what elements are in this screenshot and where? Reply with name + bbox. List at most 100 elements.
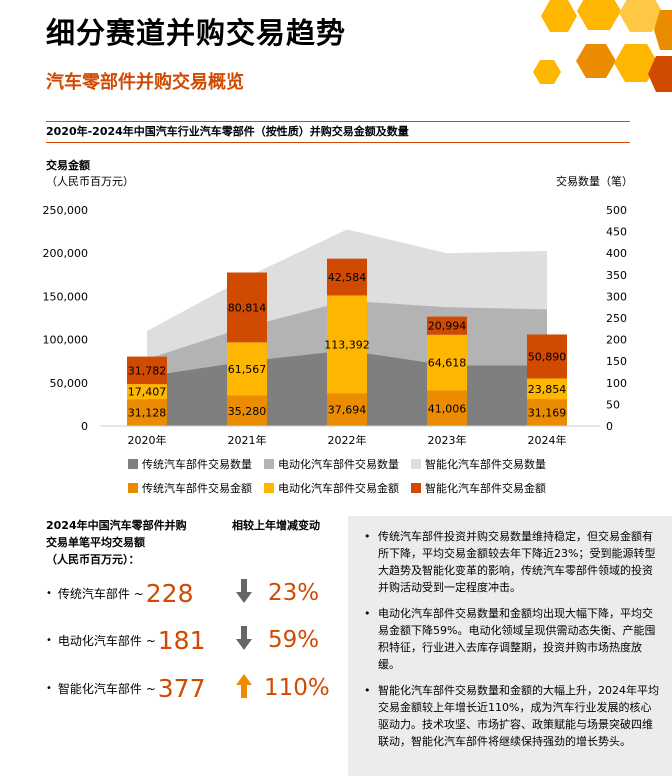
x-tick-label: 2021年 <box>228 433 267 447</box>
bar-data-label: 64,618 <box>428 357 467 370</box>
y-left-tick: 100,000 <box>43 334 89 347</box>
bar-segment <box>227 342 267 396</box>
bar-data-label: 20,994 <box>428 320 467 333</box>
chart-legend: 传统汽车部件交易数量 电动化汽车部件交易数量 智能化汽车部件交易数量 传统汽车部… <box>128 456 568 496</box>
y-left-tick: 150,000 <box>43 290 89 303</box>
averages-heading-line: 2024年中国汽车零部件并购 <box>46 519 187 532</box>
legend-swatch <box>411 459 421 469</box>
legend-trad-count: 传统汽车部件交易数量 <box>128 456 252 472</box>
hexagon-shape <box>576 44 616 78</box>
avg-row-smart: • 智能化汽车部件 ~ 377 110% <box>46 673 330 703</box>
y-left-tick: 200,000 <box>43 247 89 260</box>
legend-swatch <box>128 483 138 493</box>
legend-ev-count: 电动化汽车部件交易数量 <box>264 456 399 472</box>
bar-data-label: 42,584 <box>328 271 367 284</box>
avg-value: 377 <box>157 673 206 703</box>
y-left-tick: 50,000 <box>50 377 89 390</box>
legend-label: 智能化汽车部件交易金额 <box>425 482 546 495</box>
legend-ev-amount: 电动化汽车部件交易金额 <box>264 480 399 496</box>
legend-label: 电动化汽车部件交易金额 <box>278 482 399 495</box>
legend-swatch <box>264 459 274 469</box>
hexagon-decoration <box>533 0 672 92</box>
legend-swatch <box>411 483 421 493</box>
change-heading: 相较上年增减变动 <box>232 519 320 532</box>
page-title: 细分赛道并购交易趋势 <box>46 16 347 50</box>
legend-swatch <box>128 459 138 469</box>
bar-segment <box>427 334 467 391</box>
bar-segment <box>327 258 367 296</box>
bar-data-label: 41,006 <box>428 402 467 415</box>
bar-data-label: 17,407 <box>128 386 167 399</box>
hexagon-shape <box>541 0 577 32</box>
up-arrow-icon <box>236 674 252 702</box>
y-left-tick: 0 <box>81 420 88 433</box>
bar-data-label: 23,854 <box>528 383 567 396</box>
bar-segment <box>527 378 567 400</box>
note-item: 电动化汽车部件交易数量和金额均出现大幅下降，平均交易金额下降59%。电动化领域呈… <box>364 605 662 673</box>
y-right-tick: 350 <box>606 269 627 282</box>
y-right-tick: 500 <box>606 204 627 217</box>
avg-label: 智能化汽车部件 ~ <box>57 681 156 696</box>
bar-segment <box>527 399 567 426</box>
hexagon-shape <box>614 44 658 82</box>
legend-trad-amount: 传统汽车部件交易金额 <box>128 480 252 496</box>
x-tick-label: 2022年 <box>328 433 367 447</box>
avg-label: 传统汽车部件 ~ <box>57 586 144 601</box>
y-right-tick: 300 <box>606 290 627 303</box>
bar-segment <box>427 390 467 426</box>
bar-segment <box>527 334 567 379</box>
bar-segment <box>427 316 467 335</box>
averages-heading: 2024年中国汽车零部件并购 交易单笔平均交易额 （人民币百万元）： <box>46 517 216 568</box>
legend-smart-count: 智能化汽车部件交易数量 <box>411 456 546 472</box>
bar-data-label: 80,814 <box>228 301 267 314</box>
bar-data-label: 31,782 <box>128 364 167 377</box>
page-subtitle: 汽车零部件并购交易概览 <box>46 72 244 93</box>
legend-swatch <box>264 483 274 493</box>
stacked-bar-chart: 31,128 17,407 31,782 2020年 35,280 61,567 80,81… <box>43 204 628 447</box>
bar-segment <box>127 399 167 426</box>
bar-segment <box>127 384 167 400</box>
averages-list: • 传统汽车部件 ~ 228 23% • 电动化汽车部件 ~ 181 59% •… <box>46 570 346 712</box>
avg-value: 181 <box>157 625 206 655</box>
bar-data-label: 35,280 <box>228 405 267 418</box>
note-item: 智能化汽车部件交易数量和金额的大幅上升，2024年平均交易金额较上年增长近110… <box>364 682 662 750</box>
y-right-tick: 50 <box>606 398 620 411</box>
avg-change: 110% <box>264 675 330 701</box>
x-tick-label: 2024年 <box>528 433 567 447</box>
down-arrow-icon <box>236 626 252 654</box>
bar-data-label: 61,567 <box>228 363 267 376</box>
y-right-tick: 450 <box>606 226 627 239</box>
hexagon-shape <box>619 0 663 32</box>
avg-row-traditional: • 传统汽车部件 ~ 228 23% <box>46 578 320 608</box>
bar-segment <box>227 395 267 426</box>
avg-row-ev: • 电动化汽车部件 ~ 181 59% <box>46 625 320 655</box>
note-item: 传统汽车部件投资并购交易数量维持稳定，但交易金额有所下降，平均交易金额较去年下降… <box>364 528 662 596</box>
y-left-unit: （人民币百万元） <box>46 175 134 188</box>
y-right-tick: 200 <box>606 334 627 347</box>
bar-segment <box>227 272 267 343</box>
avg-value: 228 <box>145 578 194 608</box>
y-right-label: 交易数量（笔） <box>556 175 633 188</box>
bar-segment <box>127 356 167 385</box>
bar-data-label: 31,169 <box>528 407 567 420</box>
hexagon-shape <box>654 10 672 50</box>
x-tick-label: 2023年 <box>428 433 467 447</box>
y-right-tick: 0 <box>606 420 613 433</box>
legend-label: 传统汽车部件交易数量 <box>142 458 252 471</box>
y-left-tick: 250,000 <box>43 204 89 217</box>
y-left-label: 交易金额 <box>46 159 90 172</box>
chart-heading: 2020年-2024年中国汽车行业汽车零部件（按性质）并购交易金额及数量 <box>46 121 630 143</box>
down-arrow-icon <box>236 579 252 607</box>
hexagon-shape <box>533 60 561 84</box>
legend-label: 智能化汽车部件交易数量 <box>425 458 546 471</box>
bar-segment <box>327 295 367 394</box>
hexagon-shape <box>648 56 672 92</box>
legend-label: 电动化汽车部件交易数量 <box>278 458 399 471</box>
y-right-tick: 150 <box>606 355 627 368</box>
y-right-tick: 250 <box>606 312 627 325</box>
hexagon-shape <box>577 0 621 30</box>
averages-heading-line: 交易单笔平均交易额 <box>46 536 145 549</box>
legend-smart-amount: 智能化汽车部件交易金额 <box>411 480 546 496</box>
bar-data-label: 31,128 <box>128 407 167 420</box>
bar-data-label: 113,392 <box>324 338 370 351</box>
